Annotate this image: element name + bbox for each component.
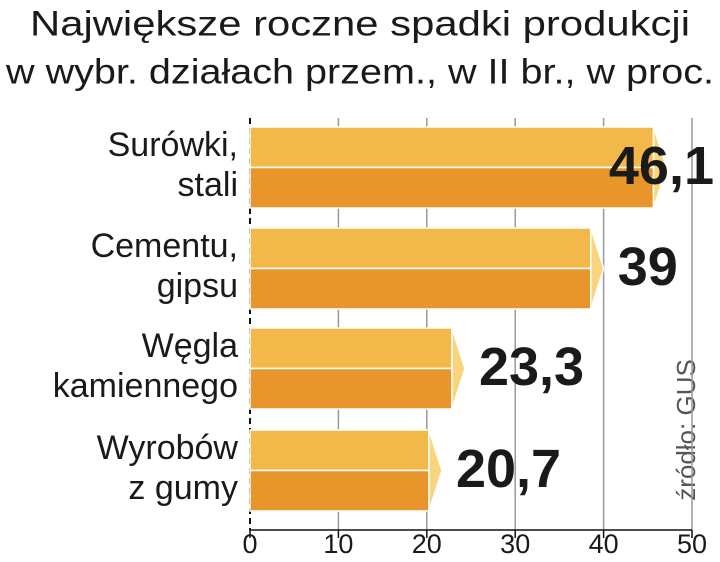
x-tick-label: 50 (677, 529, 707, 559)
chart-title: w wybr. działach przem., w II br., w pro… (5, 52, 714, 91)
value-label: 23,3 (479, 337, 584, 397)
chart-title: Największe roczne spadki produkcji (30, 4, 690, 43)
bar-bottom (249, 367, 453, 410)
category-label: stali (178, 166, 238, 204)
category-label: gipsu (157, 267, 238, 305)
bar-tip (428, 429, 443, 512)
bar-tip (590, 227, 605, 310)
bar-bottom (249, 267, 592, 310)
bar-top (249, 429, 430, 472)
source: źródło: GUS (671, 359, 701, 501)
category-label: Surówki, (108, 126, 238, 164)
category-label: Węgla (142, 327, 238, 365)
x-tick-label: 10 (323, 529, 353, 559)
category-label: z gumy (128, 469, 238, 507)
bar-top (249, 126, 655, 169)
bar-bottom (249, 469, 430, 512)
bar-tip (652, 126, 668, 209)
x-tick-label: 40 (589, 529, 619, 559)
bar-top (249, 327, 453, 370)
value-label: 46,1 (609, 136, 714, 196)
category-label: Wyrobów (97, 429, 239, 467)
bar-bottom (249, 166, 655, 209)
bar-top (249, 227, 592, 270)
bar-tip (451, 327, 466, 410)
value-label: 39 (618, 237, 678, 297)
x-tick-label: 20 (412, 529, 442, 559)
x-tick-label: 0 (242, 529, 257, 559)
value-label: 20,7 (456, 439, 561, 499)
category-label: Cementu, (91, 227, 238, 265)
x-tick-label: 30 (500, 529, 530, 559)
category-label: kamiennego (53, 367, 238, 405)
